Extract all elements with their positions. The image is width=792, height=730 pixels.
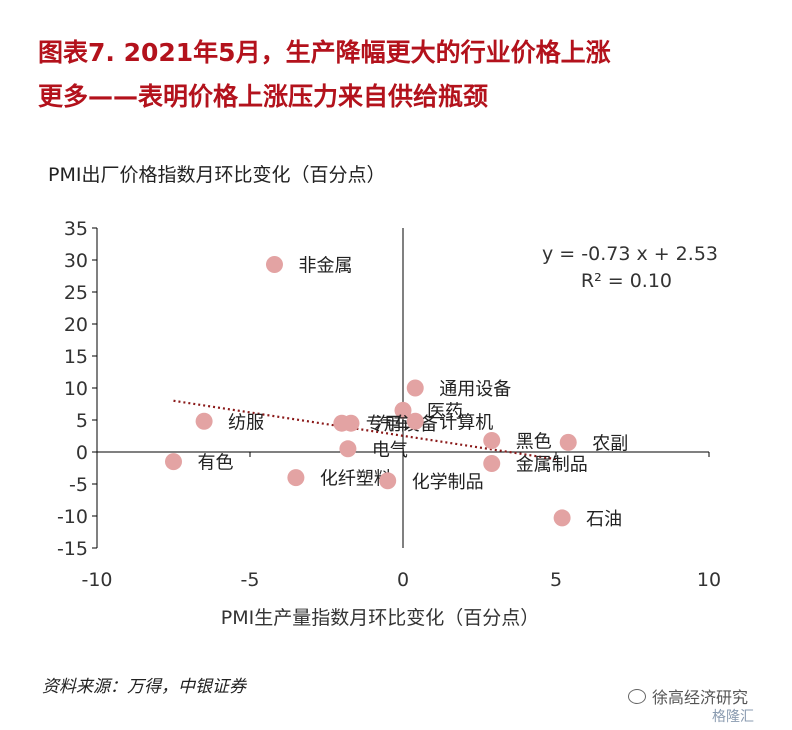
watermark-text: 徐高经济研究: [652, 688, 749, 707]
data-point: [559, 433, 577, 451]
y-tick-label: -10: [57, 506, 88, 528]
point-label: 电气: [372, 440, 408, 461]
data-point: [553, 509, 571, 527]
y-tick-label: 35: [64, 218, 88, 240]
chart-title-line2: 更多——表明价格上涨压力来自供给瓶颈: [38, 82, 489, 111]
x-tick-label: 5: [550, 569, 562, 591]
x-tick-label: -10: [81, 569, 112, 591]
data-point: [265, 255, 283, 273]
watermark: 徐高经济研究: [628, 684, 748, 708]
y-tick-label: 15: [64, 346, 88, 368]
data-point: [483, 455, 501, 473]
y-tick-label: -15: [57, 538, 88, 560]
x-tick-label: 0: [397, 569, 409, 591]
point-label: 通用设备: [439, 379, 511, 400]
data-point: [406, 412, 424, 430]
regression-equation: y = -0.73 x + 2.53: [542, 243, 718, 265]
point-label: 纺服: [228, 412, 264, 433]
tick-labels: 35 30 25 20 15 10 5 0 -5 -10 -15 -10 -5 0 5 10: [57, 218, 721, 591]
x-tick-label: -5: [241, 569, 260, 591]
point-label: 汽车: [375, 414, 411, 435]
y-tick-label: -5: [69, 474, 88, 496]
axes: [92, 227, 710, 549]
point-label: 农副: [592, 433, 628, 454]
data-point: [483, 431, 501, 449]
data-point: [339, 440, 357, 458]
data-point: [165, 453, 182, 471]
r-squared: R² = 0.10: [581, 270, 672, 292]
source-note: 资料来源：万得，中银证券: [42, 677, 246, 697]
data-point: [195, 412, 213, 430]
y-tick-label: 0: [76, 442, 88, 464]
point-label: 黑色: [516, 431, 552, 452]
y-tick-label: 30: [64, 250, 88, 272]
point-label: 计算机: [439, 412, 493, 433]
y-tick-label: 25: [64, 282, 88, 304]
y-tick-label: 20: [64, 314, 88, 336]
y-axis-title: PMI出厂价格指数月环比变化（百分点）: [48, 164, 386, 186]
chart-title-line1: 图表7. 2021年5月，生产降幅更大的行业价格上涨: [38, 38, 611, 67]
point-label: 医药: [427, 401, 463, 422]
point-label: 化学制品: [412, 472, 484, 493]
data-point: [342, 414, 360, 432]
data-point: [287, 469, 305, 487]
y-tick-label: 10: [64, 378, 88, 400]
y-tick-label: 5: [76, 410, 88, 432]
wechat-icon: [628, 689, 646, 704]
point-label: 石油: [586, 509, 622, 530]
x-tick-label: 10: [697, 569, 721, 591]
point-label: 有色: [198, 453, 234, 474]
data-point: [406, 379, 424, 397]
watermark-secondary: 格隆汇: [712, 709, 754, 725]
x-axis-title: PMI生产量指数月环比变化（百分点）: [221, 607, 539, 629]
data-point: [379, 472, 397, 490]
point-label: 金属制品: [516, 455, 588, 476]
point-label: 非金属: [298, 255, 352, 276]
data-point: [394, 401, 412, 419]
point-label: 化纤塑料: [320, 469, 392, 490]
